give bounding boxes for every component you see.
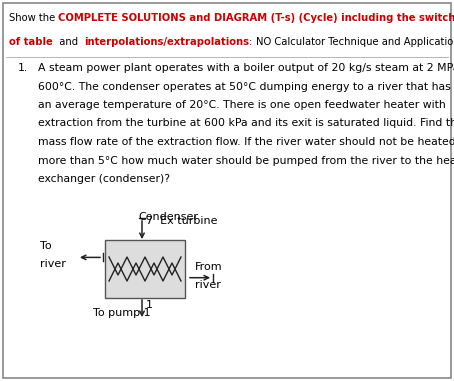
Text: interpolations/extrapolations: interpolations/extrapolations — [84, 37, 249, 47]
Text: :: : — [249, 37, 256, 47]
Text: 7  Ex turbine: 7 Ex turbine — [146, 216, 217, 226]
Bar — [105, 240, 185, 298]
Text: mass flow rate of the extraction flow. If the river water should not be heated: mass flow rate of the extraction flow. I… — [38, 137, 454, 147]
Text: To pump 1: To pump 1 — [93, 308, 151, 318]
Text: To: To — [40, 242, 52, 251]
Text: exchanger (condenser)?: exchanger (condenser)? — [38, 174, 170, 184]
Text: of table: of table — [9, 37, 53, 47]
Text: NO Calculator Technique and Applications: NO Calculator Technique and Applications — [256, 37, 454, 47]
Text: and: and — [53, 37, 84, 47]
Text: Condenser: Condenser — [138, 212, 198, 222]
Text: more than 5°C how much water should be pumped from the river to the heat: more than 5°C how much water should be p… — [38, 155, 454, 165]
Text: COMPLETE SOLUTIONS and DIAGRAM (T-s) (Cycle) including the switching: COMPLETE SOLUTIONS and DIAGRAM (T-s) (Cy… — [59, 13, 454, 23]
Text: 1.: 1. — [18, 63, 28, 73]
Text: Show the: Show the — [9, 13, 59, 23]
Text: A steam power plant operates with a boiler output of 20 kg/s steam at 2 MPa,: A steam power plant operates with a boil… — [38, 63, 454, 73]
Text: From: From — [195, 262, 222, 272]
Text: river: river — [195, 280, 221, 290]
Text: river: river — [40, 259, 66, 269]
Text: 1: 1 — [146, 300, 153, 310]
Text: an average temperature of 20°C. There is one open feedwater heater with: an average temperature of 20°C. There is… — [38, 100, 446, 110]
Text: 600°C. The condenser operates at 50°C dumping energy to a river that has: 600°C. The condenser operates at 50°C du… — [38, 82, 451, 91]
Text: extraction from the turbine at 600 kPa and its exit is saturated liquid. Find th: extraction from the turbine at 600 kPa a… — [38, 118, 454, 128]
